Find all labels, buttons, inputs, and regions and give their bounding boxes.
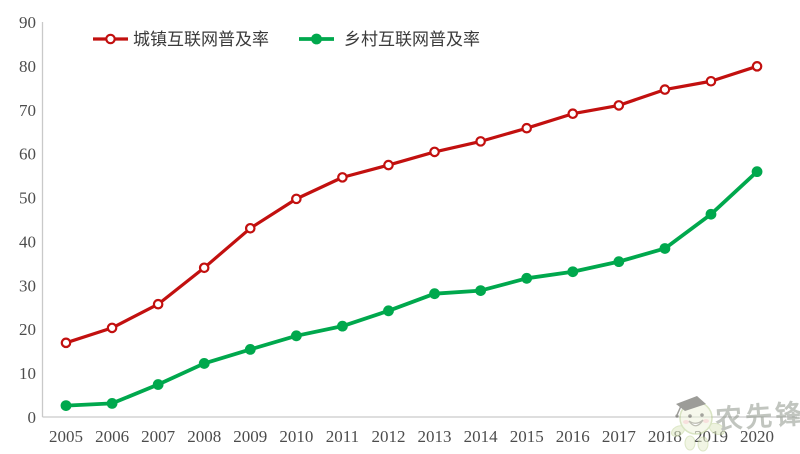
x-tick-label: 2009 <box>233 427 267 446</box>
data-point <box>60 400 72 411</box>
x-tick-label: 2007 <box>141 427 176 446</box>
y-tick-label: 10 <box>19 364 36 383</box>
data-point <box>198 262 210 274</box>
data-point <box>60 337 72 349</box>
x-tick-label: 2015 <box>510 427 544 446</box>
legend-marker-urban-open-circle-icon <box>105 33 116 45</box>
data-point <box>291 193 302 205</box>
data-point <box>521 272 533 284</box>
series-layer <box>60 61 763 411</box>
watermark-text: 农先锋 <box>713 399 800 435</box>
y-tick-label: 90 <box>19 13 36 32</box>
legend-marker-rural-filled-circle-icon <box>311 33 322 45</box>
data-point <box>475 285 487 296</box>
x-tick-label: 2011 <box>326 427 359 446</box>
y-tick-label: 20 <box>19 320 36 339</box>
y-tick-label: 50 <box>19 189 36 208</box>
data-point <box>751 61 763 72</box>
data-point <box>106 397 118 409</box>
x-tick-label: 2005 <box>49 427 83 446</box>
x-tick-label: 2012 <box>371 427 405 446</box>
data-point <box>429 146 440 158</box>
series-line-1 <box>64 169 759 408</box>
y-tick-label: 0 <box>28 408 37 427</box>
x-tick-label: 2020 <box>740 427 774 446</box>
data-point <box>383 305 394 317</box>
series-line-0 <box>64 64 759 345</box>
legend-item-rural: 乡村互联网普及率 <box>299 30 480 49</box>
data-point <box>475 136 486 147</box>
data-point <box>659 243 671 254</box>
data-point <box>659 84 671 95</box>
data-point <box>198 358 210 369</box>
x-tick-label: 2017 <box>602 427 637 446</box>
axes: 0 10 20 30 40 50 60 70 80 90 2005 2006 2007 2008 2009 2… <box>19 13 797 446</box>
legend-label-urban: 城镇互联网普及率 <box>133 30 269 49</box>
x-tick-label: 2010 <box>279 427 313 446</box>
y-tick-label: 40 <box>19 232 36 251</box>
data-point <box>244 344 256 355</box>
data-point <box>290 330 302 342</box>
data-point <box>705 75 717 87</box>
y-tick-label: 60 <box>19 145 36 164</box>
legend-item-urban: 城镇互联网普及率 <box>93 30 269 49</box>
x-tick-label: 2013 <box>418 427 452 446</box>
legend-label-rural: 乡村互联网普及率 <box>344 30 480 49</box>
x-tick-label: 2014 <box>464 427 499 446</box>
data-point <box>613 100 625 111</box>
x-tick-label: 2008 <box>187 427 221 446</box>
legend: 城镇互联网普及率 乡村互联网普及率 <box>93 30 480 49</box>
data-point <box>567 266 579 278</box>
y-tick-label: 80 <box>19 57 36 76</box>
data-point <box>337 320 348 332</box>
y-tick-label: 70 <box>19 101 36 120</box>
graduate-mascot-icon <box>671 396 726 452</box>
data-point <box>751 166 763 178</box>
x-tick-label: 2006 <box>95 427 129 446</box>
data-point <box>613 256 625 268</box>
watermark: 农先锋 <box>671 396 800 452</box>
y-tick-label: 30 <box>19 276 36 295</box>
data-point <box>567 108 579 120</box>
data-point <box>521 122 532 134</box>
data-point <box>383 159 394 171</box>
x-tick-label: 2016 <box>556 427 590 446</box>
data-point <box>106 322 118 334</box>
data-point <box>429 288 440 300</box>
data-point <box>244 222 256 234</box>
data-point <box>705 208 717 220</box>
data-point <box>337 172 348 183</box>
data-point <box>152 379 164 390</box>
data-point <box>152 298 164 310</box>
